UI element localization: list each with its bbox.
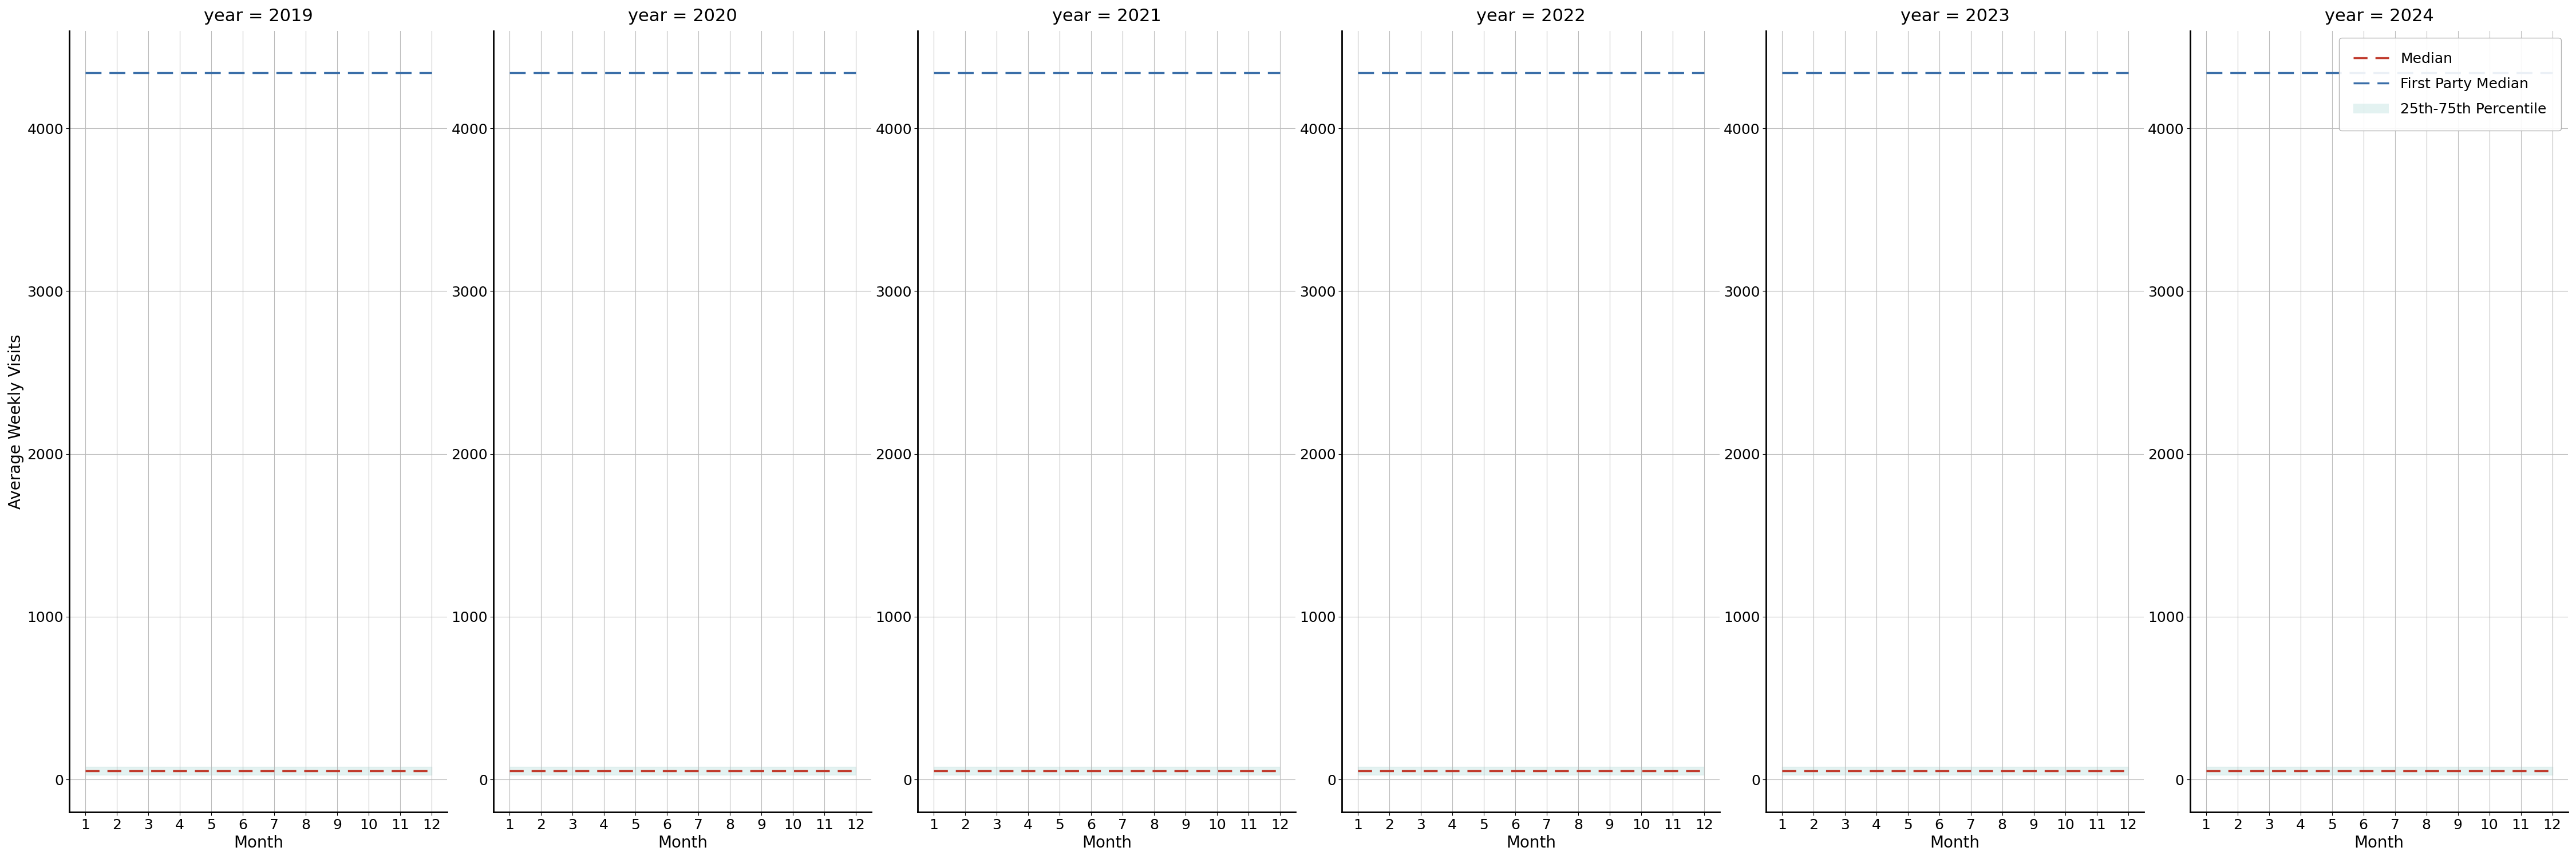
- X-axis label: Month: Month: [1929, 835, 1981, 851]
- Title: year = 2022: year = 2022: [1476, 8, 1584, 25]
- Y-axis label: Average Weekly Visits: Average Weekly Visits: [8, 334, 23, 509]
- Title: year = 2023: year = 2023: [1901, 8, 2009, 25]
- Legend: Median, First Party Median, 25th-75th Percentile: Median, First Party Median, 25th-75th Pe…: [2339, 38, 2561, 131]
- Title: year = 2020: year = 2020: [629, 8, 737, 25]
- Title: year = 2019: year = 2019: [204, 8, 314, 25]
- X-axis label: Month: Month: [234, 835, 283, 851]
- Title: year = 2024: year = 2024: [2324, 8, 2434, 25]
- Title: year = 2021: year = 2021: [1051, 8, 1162, 25]
- X-axis label: Month: Month: [1507, 835, 1556, 851]
- X-axis label: Month: Month: [657, 835, 708, 851]
- X-axis label: Month: Month: [1082, 835, 1131, 851]
- X-axis label: Month: Month: [2354, 835, 2403, 851]
